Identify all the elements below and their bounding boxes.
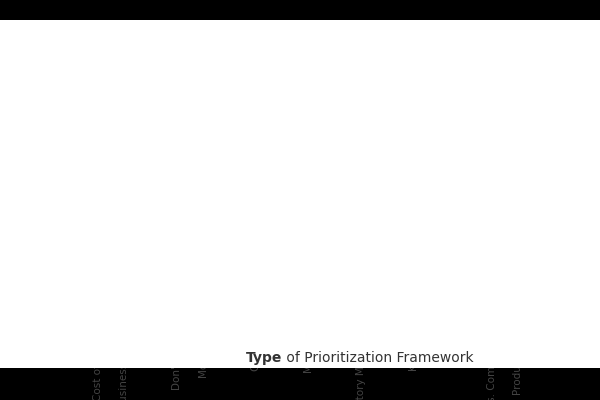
Bar: [299, 136, 318, 328]
Bar: [115, 148, 134, 328]
Bar: [37, 158, 55, 328]
Bar: [89, 150, 108, 328]
Bar: [456, 131, 475, 328]
Bar: [430, 132, 449, 328]
Bar: [509, 98, 528, 328]
Bar: [404, 132, 422, 328]
Bar: [272, 137, 292, 328]
Bar: [167, 145, 187, 328]
Bar: [142, 148, 160, 328]
Bar: [482, 126, 502, 328]
Bar: [220, 141, 239, 328]
Bar: [194, 142, 212, 328]
Bar: [377, 133, 397, 328]
Bar: [325, 135, 344, 328]
Text: Type: Type: [245, 351, 282, 365]
Bar: [62, 150, 82, 328]
Bar: [351, 135, 370, 328]
Bar: [246, 139, 265, 328]
Text: of Prioritization Framework: of Prioritization Framework: [282, 351, 473, 365]
Y-axis label: Satisfaction with Framework: Satisfaction with Framework: [565, 89, 578, 279]
